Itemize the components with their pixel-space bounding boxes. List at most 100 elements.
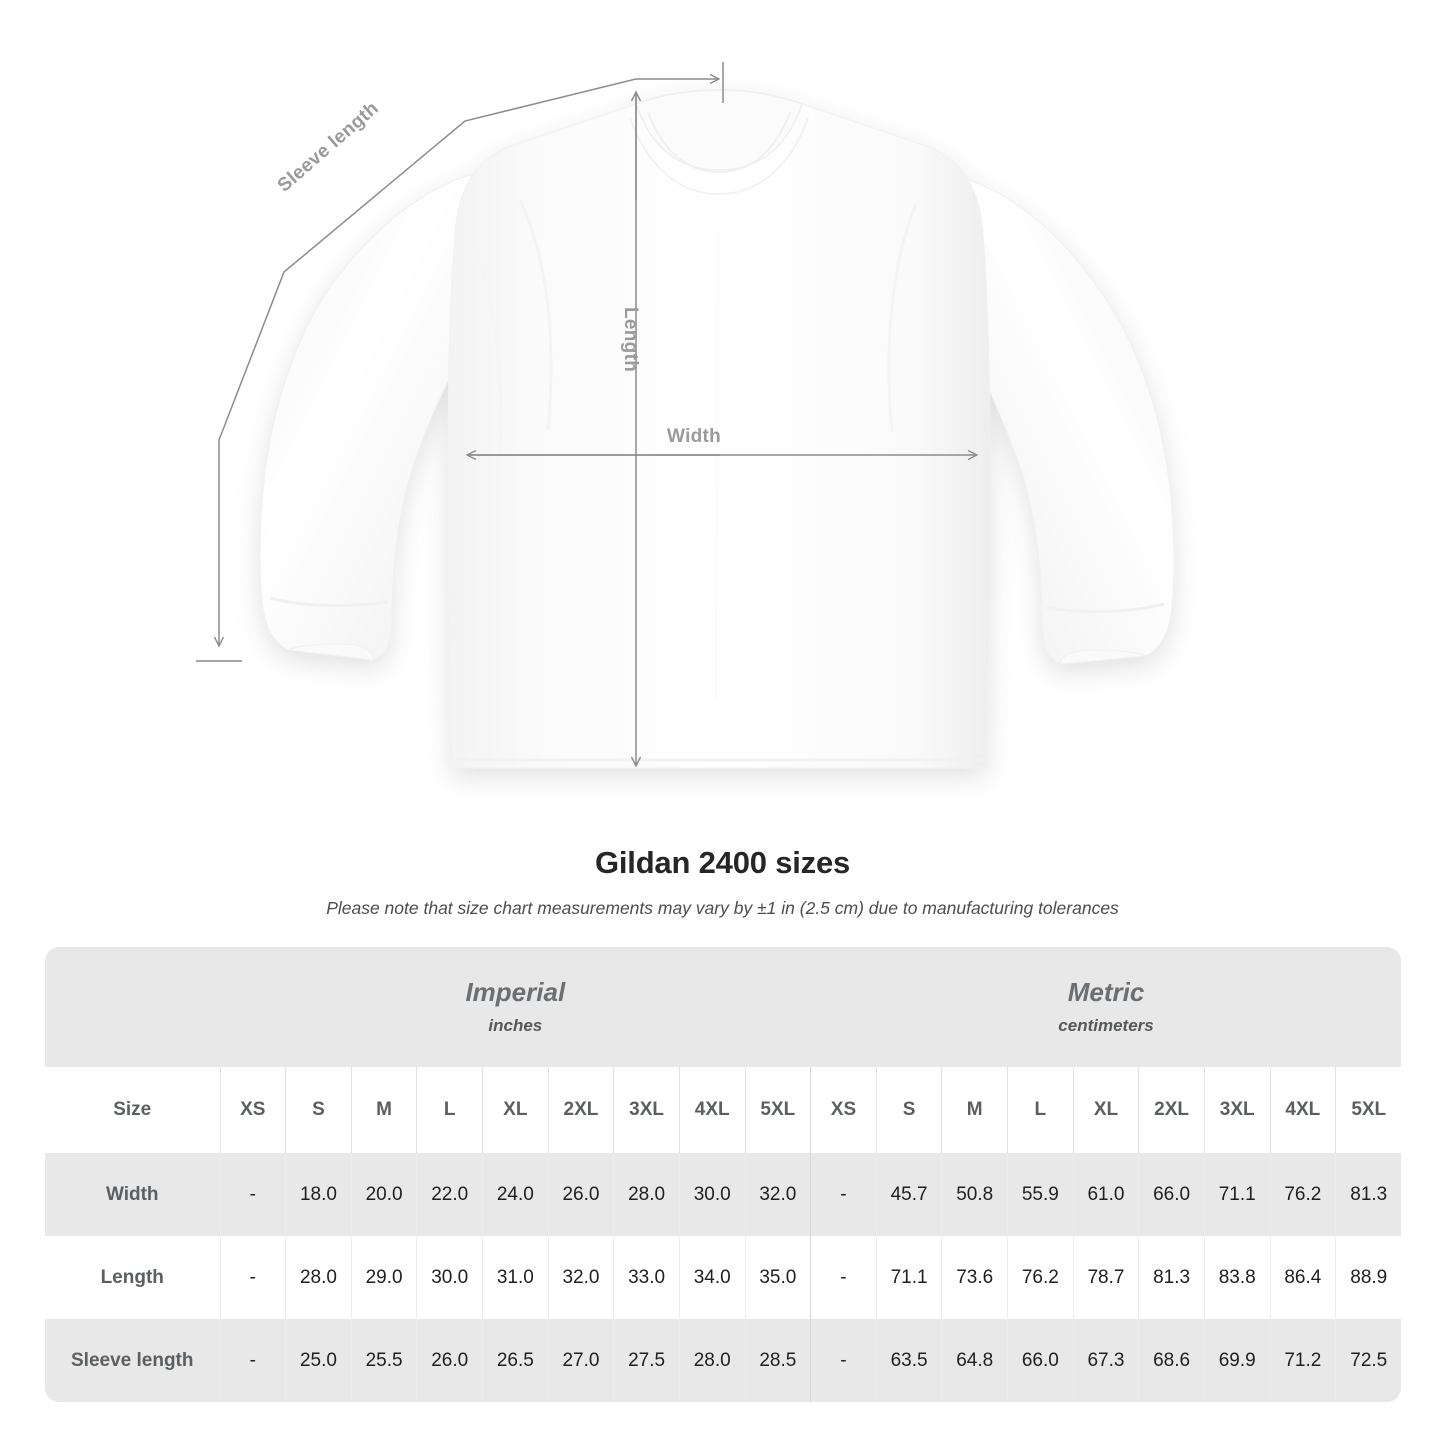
cell-sleeve-metric-2xl: 68.6 [1138,1319,1205,1402]
size-header-imperial-3xl: 3XL [613,1067,680,1153]
cell-width-metric-l: 55.9 [1007,1153,1074,1236]
size-header-imperial-xs: XS [219,1067,286,1153]
fold-right-shoulder [887,203,918,433]
size-header-metric-s: S [875,1067,942,1153]
size-header-metric-xs: XS [810,1067,877,1153]
cell-width-metric-2xl: 66.0 [1138,1153,1205,1236]
cell-length-metric-xl: 78.7 [1072,1236,1139,1319]
unit-group-metric-sub: centimeters [1058,1016,1154,1036]
cell-width-imperial-3xl: 28.0 [613,1153,680,1236]
fold-body-center [715,229,719,701]
cell-sleeve-metric-m: 64.8 [941,1319,1008,1402]
garment-diagram-svg [196,62,1175,769]
table-body: Width - 18.0 20.0 22.0 24.0 26.0 28.0 30… [45,1153,1402,1402]
cell-length-imperial-3xl: 33.0 [613,1236,680,1319]
row-label-sleeve-length: Sleeve length [45,1319,220,1402]
cell-length-metric-3xl: 83.8 [1203,1236,1271,1319]
cell-width-metric-s: 45.7 [875,1153,942,1236]
left-sleeve [259,174,506,661]
cell-width-imperial-xl: 24.0 [482,1153,549,1236]
cell-width-metric-xs: - [810,1153,877,1236]
cell-length-metric-xs: - [810,1236,877,1319]
title-block: Gildan 2400 sizes Please note that size … [0,845,1445,919]
size-table: Imperial inches Metric centimeters Size … [45,947,1402,1402]
cell-length-imperial-xl: 31.0 [482,1236,549,1319]
table-row-sleeve-length: Sleeve length - 25.0 25.5 26.0 26.5 27.0… [45,1319,1402,1402]
size-header-imperial-s: S [285,1067,352,1153]
size-table-container: Imperial inches Metric centimeters Size … [45,947,1402,1402]
cell-sleeve-imperial-5xl: 28.5 [744,1319,811,1402]
cell-width-metric-4xl: 76.2 [1269,1153,1336,1236]
size-header-metric-m: M [941,1067,1008,1153]
cell-length-imperial-2xl: 32.0 [547,1236,614,1319]
garment-illustration: Sleeve length Length Width [196,62,1175,769]
tolerance-note: Please note that size chart measurements… [326,898,1119,918]
cell-length-imperial-5xl: 35.0 [744,1236,811,1319]
cell-sleeve-metric-4xl: 71.2 [1269,1319,1336,1402]
cell-length-imperial-s: 28.0 [285,1236,352,1319]
cell-length-metric-m: 73.6 [941,1236,1008,1319]
right-cuff [1059,649,1148,665]
unit-banner-row: Imperial inches Metric centimeters [45,947,1402,1067]
cell-sleeve-metric-5xl: 72.5 [1335,1319,1402,1402]
unit-group-metric: Metric centimeters [810,947,1402,1067]
unit-group-imperial-sub: inches [488,1016,543,1036]
page-title: Gildan 2400 sizes [594,845,851,880]
cell-sleeve-imperial-s: 25.0 [285,1319,352,1402]
cell-width-imperial-l: 22.0 [416,1153,483,1236]
cell-sleeve-imperial-xs: - [219,1319,286,1402]
right-cuff-band [1045,602,1165,613]
cell-sleeve-imperial-m: 25.5 [350,1319,417,1402]
unit-group-imperial-name: Imperial [465,976,566,1007]
cell-width-imperial-4xl: 30.0 [678,1153,745,1236]
table-row-length: Length - 28.0 29.0 30.0 31.0 32.0 33.0 3… [45,1236,1402,1319]
cell-sleeve-imperial-xl: 26.5 [482,1319,549,1402]
collar [635,89,803,171]
cell-sleeve-metric-s: 63.5 [875,1319,942,1402]
size-header-imperial-2xl: 2XL [547,1067,614,1153]
cell-sleeve-metric-l: 66.0 [1007,1319,1074,1402]
cell-width-metric-3xl: 71.1 [1203,1153,1271,1236]
cell-width-imperial-xs: - [219,1153,286,1236]
sleeve-length-line [219,78,637,645]
fold-left-armhole [468,229,503,453]
collar-inner-seam [647,111,791,174]
cell-sleeve-imperial-4xl: 28.0 [678,1319,745,1402]
left-cuff-band [269,596,389,607]
cell-length-metric-2xl: 81.3 [1138,1236,1205,1319]
row-label-width: Width [45,1153,220,1236]
cell-sleeve-metric-xs: - [810,1319,877,1402]
cell-length-metric-4xl: 86.4 [1269,1236,1336,1319]
cell-width-imperial-2xl: 26.0 [547,1153,614,1236]
row-label-length: Length [45,1236,220,1319]
unit-group-metric-name: Metric [1067,976,1145,1007]
shirt-shape [259,89,1175,769]
cell-length-imperial-l: 30.0 [416,1236,483,1319]
table-row-width: Width - 18.0 20.0 22.0 24.0 26.0 28.0 30… [45,1153,1402,1236]
cell-length-metric-5xl: 88.9 [1335,1236,1402,1319]
size-header-imperial-5xl: 5XL [744,1067,811,1153]
cell-width-metric-m: 50.8 [941,1153,1008,1236]
cell-sleeve-imperial-l: 26.0 [416,1319,483,1402]
dimension-lines [196,62,976,765]
cell-length-metric-s: 71.1 [875,1236,942,1319]
size-header-row: Size XS S M L XL 2XL 3XL 4XL 5XL XS S M … [45,1067,1402,1153]
cell-sleeve-metric-3xl: 69.9 [1203,1319,1271,1402]
cell-sleeve-imperial-3xl: 27.5 [613,1319,680,1402]
collar-stitch [629,117,809,196]
size-header-imperial-xl: XL [482,1067,549,1153]
size-header-imperial-4xl: 4XL [678,1067,745,1153]
cell-width-imperial-5xl: 32.0 [744,1153,811,1236]
size-header-metric-5xl: 5XL [1335,1067,1402,1153]
cell-width-metric-xl: 61.0 [1072,1153,1139,1236]
size-header-imperial-l: L [416,1067,483,1153]
size-header-metric-l: L [1007,1067,1074,1153]
unit-banner-spacer [45,947,220,1067]
cell-width-imperial-s: 18.0 [285,1153,352,1236]
fold-left-shoulder [518,199,553,431]
cell-length-imperial-m: 29.0 [350,1236,417,1319]
size-header-metric-xl: XL [1072,1067,1139,1153]
size-header-metric-4xl: 4XL [1269,1067,1336,1153]
cell-length-imperial-4xl: 34.0 [678,1236,745,1319]
